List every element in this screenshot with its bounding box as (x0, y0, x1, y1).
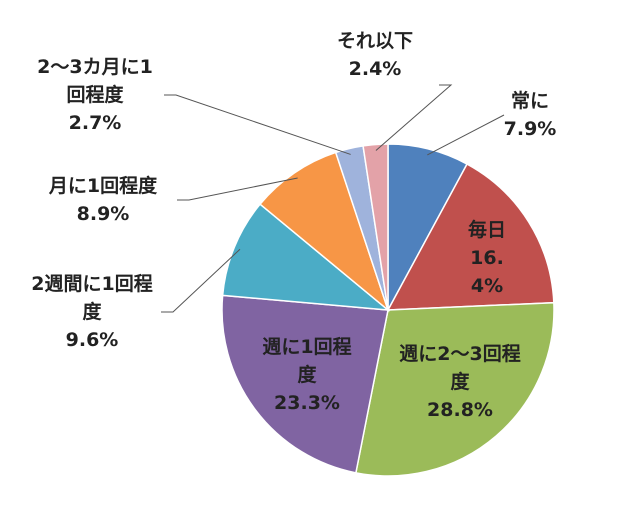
leader-line (177, 177, 298, 201)
value-label: 28.8% (427, 399, 493, 421)
data-label: 月に1回程度 8.9% (33, 172, 173, 228)
data-label: 週に1回程度 23.3% (257, 333, 357, 417)
category-label: 2～3カ月に1回程度 (37, 56, 153, 106)
leader-line (164, 94, 351, 155)
data-label: 常に 7.9% (500, 87, 560, 143)
pie-slice (221, 294, 389, 474)
leader-line (161, 248, 241, 313)
pie-slice (259, 151, 390, 313)
value-label: 2.7% (68, 112, 122, 134)
data-label: 2週間に1回程度 9.6% (27, 270, 157, 354)
leader-line (375, 84, 453, 151)
data-label: それ以下 2.4% (315, 27, 435, 83)
value-label: 23.3% (274, 392, 340, 414)
category-label: 週に1回程度 (262, 336, 352, 386)
data-label: 週に2～3回程度 28.8% (390, 340, 530, 424)
pie-slice (386, 163, 555, 311)
value-label: 9.6% (65, 329, 119, 351)
category-label: 月に1回程度 (48, 175, 158, 197)
category-label: 毎日 (467, 219, 506, 241)
value-label: 7.9% (503, 118, 557, 140)
value-label: 16.4% (470, 247, 504, 297)
value-label: 8.9% (76, 203, 130, 225)
value-label: 2.4% (348, 58, 402, 80)
pie-slice (362, 143, 389, 311)
category-label: 2週間に1回程度 (31, 273, 153, 323)
data-label: 毎日 16.4% (457, 216, 517, 300)
pie-slice (354, 301, 555, 477)
category-label: 週に2～3回程度 (399, 343, 521, 393)
leader-line (427, 114, 505, 156)
category-label: それ以下 (336, 30, 413, 52)
category-label: 常に (510, 90, 549, 112)
pie-slice (221, 203, 391, 311)
data-label: 2～3カ月に1回程度 2.7% (30, 53, 160, 137)
